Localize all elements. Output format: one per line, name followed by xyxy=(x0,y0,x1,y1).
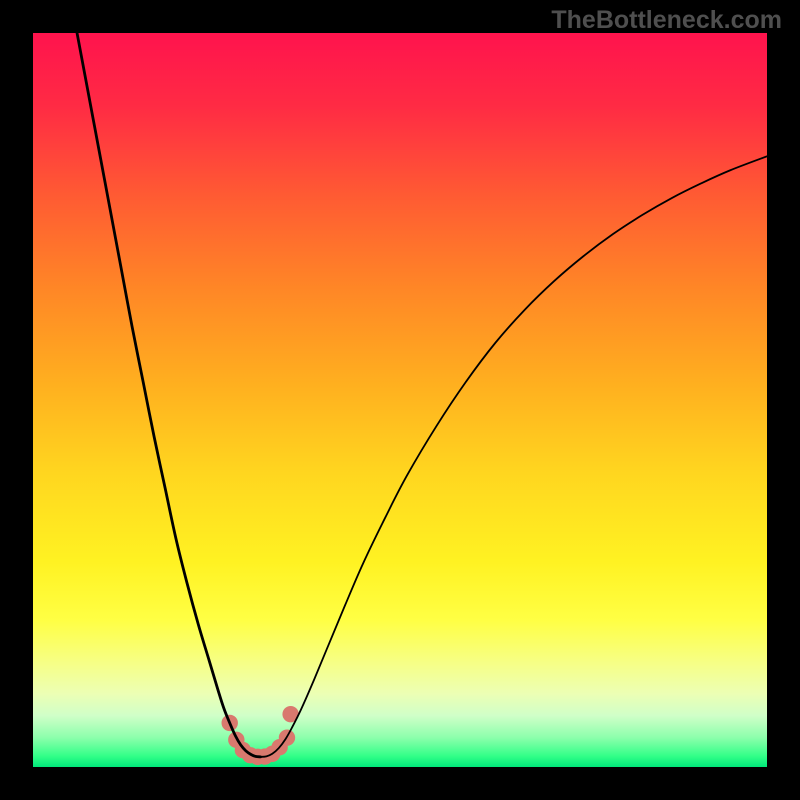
bottleneck-chart: TheBottleneck.com xyxy=(0,0,800,800)
chart-overlay-svg xyxy=(33,33,767,767)
curve-left xyxy=(77,33,261,757)
watermark-text: TheBottleneck.com xyxy=(551,6,782,35)
curve-right xyxy=(261,156,767,757)
plot-area xyxy=(33,33,767,767)
